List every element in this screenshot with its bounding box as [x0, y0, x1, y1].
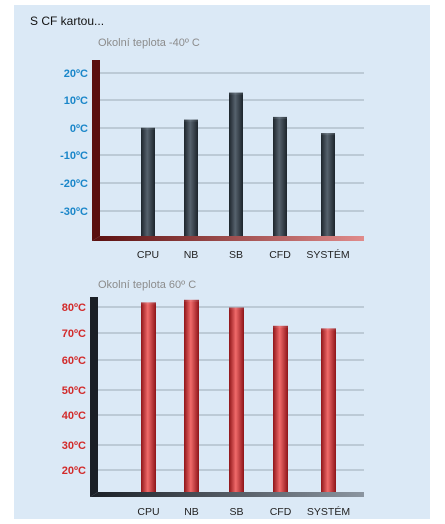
x-tick-label: NB [184, 249, 199, 261]
chart1-x-axis-floor [92, 236, 364, 241]
y-tick-label: 40ºC [62, 410, 86, 422]
bar-cpu [141, 304, 156, 492]
y-tick-label: 80ºC [62, 302, 86, 314]
bar-nb [184, 121, 198, 236]
bar-sb [229, 309, 244, 492]
x-tick-label: CFD [270, 506, 292, 518]
bar-cpu [141, 129, 155, 236]
panel-title: S CF kartou... [30, 14, 104, 28]
y-tick-label: -20ºC [60, 178, 88, 190]
bar-cap [273, 325, 288, 329]
chart2-x-axis: CPU NB SB CFD SYSTÉM [137, 505, 350, 518]
x-tick-label: SYSTÉM [306, 248, 349, 261]
bar-sb [229, 94, 243, 236]
chart2-title: Okolní teplota 60º C [98, 279, 196, 291]
x-tick-label: CPU [137, 249, 159, 261]
x-tick-label: SYSTÉM [307, 505, 350, 518]
bar-cap [141, 302, 156, 306]
bar-nb [184, 301, 199, 492]
y-tick-label: -30ºC [60, 206, 88, 218]
x-tick-label: CPU [137, 506, 159, 518]
bar-cfd [273, 327, 288, 492]
x-tick-label: SB [229, 506, 243, 518]
chart2-bars [141, 299, 336, 492]
chart1-bars [141, 92, 335, 236]
chart-panel [14, 5, 430, 519]
bar-cap [321, 328, 336, 332]
bar-systém [321, 135, 335, 236]
chart1-x-axis: CPU NB SB CFD SYSTÉM [137, 248, 350, 261]
y-tick-label: -10ºC [60, 150, 88, 162]
bar-cap [321, 133, 335, 137]
bar-cap [273, 116, 287, 120]
chart2-y-axis-wall [90, 297, 98, 497]
chart1-y-axis-wall [92, 60, 100, 241]
bar-cap [229, 92, 243, 96]
y-tick-label: 20ºC [62, 465, 86, 477]
y-tick-label: 70ºC [62, 328, 86, 340]
y-tick-label: 50ºC [62, 385, 86, 397]
bar-cap [141, 127, 155, 131]
chart1-title: Okolní teplota -40º C [98, 37, 200, 49]
chart1-y-axis: 20ºC 10ºC 0ºC -10ºC -20ºC -30ºC [60, 68, 88, 218]
x-tick-label: NB [184, 506, 199, 518]
bar-systém [321, 330, 336, 492]
bar-cap [184, 299, 199, 303]
bar-cfd [273, 118, 287, 236]
chart2-x-axis-floor [90, 492, 364, 497]
bar-cap [229, 307, 244, 311]
y-tick-label: 20ºC [64, 68, 88, 80]
y-tick-label: 60ºC [62, 355, 86, 367]
y-tick-label: 30ºC [62, 440, 86, 452]
bar-cap [184, 119, 198, 123]
y-tick-label: 10ºC [64, 95, 88, 107]
x-tick-label: SB [229, 249, 243, 261]
chart2-y-axis: 80ºC 70ºC 60ºC 50ºC 40ºC 30ºC 20ºC [62, 302, 86, 477]
x-tick-label: CFD [269, 249, 291, 261]
y-tick-label: 0ºC [70, 123, 88, 135]
